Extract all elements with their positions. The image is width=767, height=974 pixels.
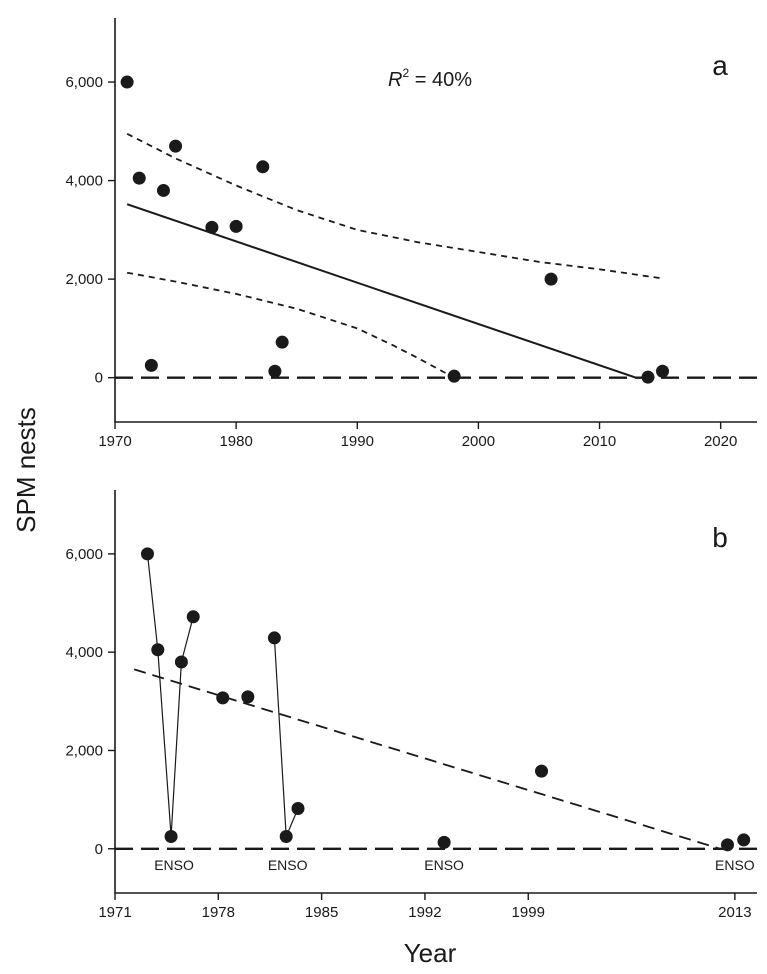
enso-label: ENSO xyxy=(154,857,194,873)
panel-b-y-tick-label: 6,000 xyxy=(65,546,103,563)
panel-a-data-point xyxy=(120,75,134,89)
panel-b-x-tick-label: 1985 xyxy=(305,904,338,921)
panel-b-data-point xyxy=(186,610,200,624)
r2-superscript: 2 xyxy=(402,66,409,80)
confidence-band-upper xyxy=(126,132,661,279)
panel-a-data-point xyxy=(641,370,655,384)
enso-label: ENSO xyxy=(424,857,464,873)
panel-a-data-point xyxy=(656,364,670,378)
panel-a-y-tick-label: 2,000 xyxy=(65,271,103,288)
panel-b-data-point xyxy=(291,801,305,815)
y-axis-title: SPM nests xyxy=(11,407,41,533)
panel-a-data-point xyxy=(205,220,219,234)
panel-b-x-tick-label: 1999 xyxy=(512,904,545,921)
panel-a-x-tick-label: 2000 xyxy=(462,433,495,450)
panel-b-data-point xyxy=(279,829,293,843)
panel-a-data-point xyxy=(169,139,183,153)
panel-a-y-tick-label: 0 xyxy=(95,370,103,387)
enso-label: ENSO xyxy=(268,857,308,873)
panel-b-x-tick-label: 1992 xyxy=(408,904,441,921)
panel-a-x-tick-label: 2020 xyxy=(704,433,737,450)
enso-label: ENSO xyxy=(715,857,755,873)
panel-b-data-point xyxy=(164,829,178,843)
r2-value: = 40% xyxy=(409,69,472,91)
panel-b-data-point xyxy=(151,643,165,657)
panel-a-x-tick-label: 1990 xyxy=(341,433,374,450)
panel-b-axes xyxy=(114,490,757,894)
regression-line xyxy=(126,203,637,379)
panel-b-data-point xyxy=(737,833,751,847)
panel-a-data-point xyxy=(447,369,461,383)
panel-a-data-point xyxy=(256,160,270,174)
panel-b-y-tick-label: 0 xyxy=(95,841,103,858)
panel-a-data-point xyxy=(132,171,146,185)
panel-b-data-point xyxy=(535,764,549,778)
panel-b-x-tick-label: 1971 xyxy=(98,904,131,921)
trend-line xyxy=(133,668,721,850)
r2-symbol: R xyxy=(388,69,402,91)
panel-b-x-tick-label: 1978 xyxy=(202,904,235,921)
panel-b-data-point xyxy=(437,835,451,849)
panel-b: ENSO ENSO ENSO ENSO 0 2,000 4,000 6,000 1971 19… xyxy=(65,490,757,921)
panel-b-data-point xyxy=(216,691,230,705)
panel-a: 0 2,000 4,000 6,000 1970 1980 1990 2000 2010 202… xyxy=(65,18,757,450)
confidence-band-lower xyxy=(126,271,455,379)
panel-b-label: b xyxy=(712,522,728,553)
connected-series-1 xyxy=(146,553,194,837)
panel-a-data-point xyxy=(229,219,243,233)
panel-b-data-point xyxy=(241,690,255,704)
x-axis-title: Year xyxy=(404,938,457,968)
panel-a-label: a xyxy=(712,50,728,81)
panel-b-y-tick-label: 4,000 xyxy=(65,644,103,661)
panel-b-y-tick-label: 2,000 xyxy=(65,742,103,759)
panel-a-x-tick-label: 2010 xyxy=(583,433,616,450)
panel-a-data-point xyxy=(144,358,158,372)
panel-b-data-point xyxy=(720,838,734,852)
panel-a-y-tick-label: 6,000 xyxy=(65,74,103,91)
panel-b-data-point xyxy=(140,547,154,561)
r2-annotation: R2 = 40% xyxy=(388,66,472,91)
panel-a-data-point xyxy=(156,183,170,197)
panel-b-data-point xyxy=(267,631,281,645)
panel-a-data-point xyxy=(275,335,289,349)
panel-b-x-tick-label: 2013 xyxy=(718,904,751,921)
panel-a-x-tick-label: 1970 xyxy=(98,433,131,450)
panel-a-y-tick-label: 4,000 xyxy=(65,173,103,190)
panel-b-data-point xyxy=(174,655,188,669)
panel-a-x-tick-label: 1980 xyxy=(219,433,252,450)
panel-a-data-point xyxy=(268,364,282,378)
panel-a-data-point xyxy=(544,272,558,286)
